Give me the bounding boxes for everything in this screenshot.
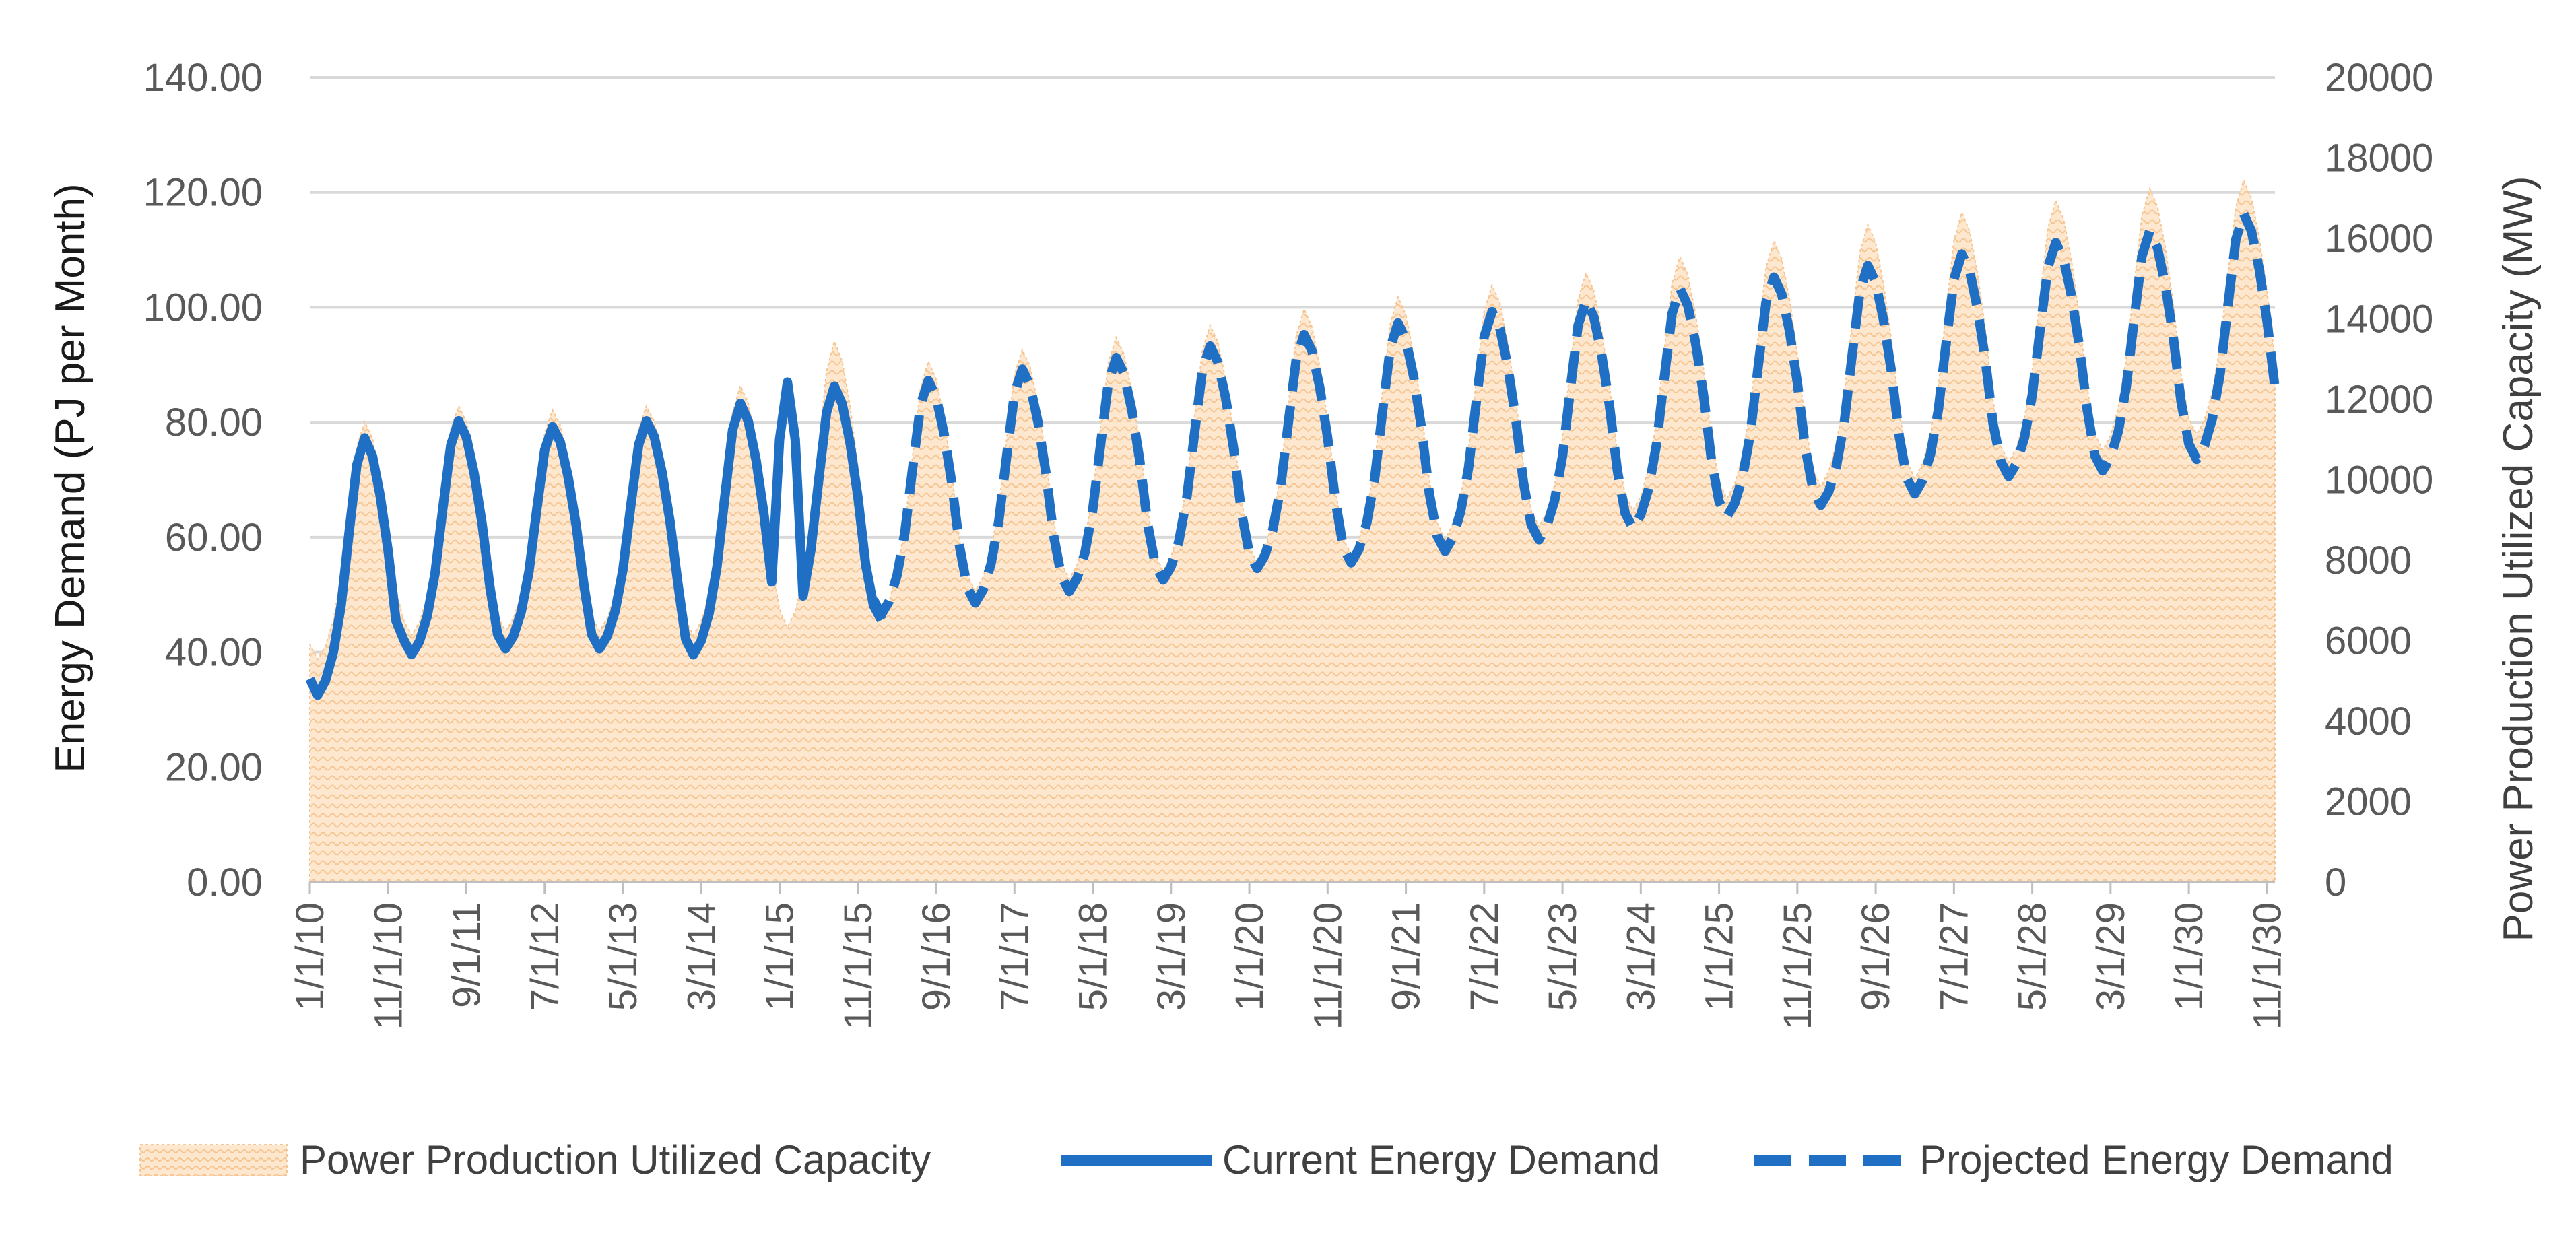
x-tick-label: 11/1/20: [1306, 902, 1350, 1030]
capacity-area: [309, 178, 2276, 883]
y-left-tick-label: 140.00: [143, 56, 263, 100]
x-tick-label: 5/1/23: [1541, 902, 1585, 1011]
x-axis-ticks: 1/1/10 11/1/10 9/1/11 7/1/12 5/1/13 3/1/14 1/1…: [288, 902, 2289, 1030]
x-tick-label: 1/1/15: [758, 902, 802, 1011]
x-tick-label: 11/1/25: [1776, 902, 1820, 1030]
y-right-tick-label: 0: [2325, 861, 2346, 904]
x-tick-label: 9/1/11: [445, 902, 489, 1008]
legend-label-current: Current Energy Demand: [1222, 1137, 1660, 1182]
x-tick-label: 7/1/27: [1932, 902, 1976, 1011]
y-right-tick-label: 6000: [2325, 619, 2412, 663]
legend-label-capacity: Power Production Utilized Capacity: [300, 1137, 931, 1182]
y-left-tick-label: 40.00: [165, 631, 263, 675]
x-tick-label: 3/1/19: [1150, 902, 1193, 1011]
x-tick-label: 5/1/13: [601, 902, 645, 1011]
y-right-tick-label: 14000: [2325, 298, 2433, 341]
y-left-tick-label: 0.00: [187, 861, 263, 904]
x-tick-label: 9/1/21: [1385, 902, 1428, 1011]
current-demand-line: [305, 377, 886, 700]
x-tick-label: 11/1/15: [836, 902, 880, 1030]
x-tick-label: 1/1/10: [288, 902, 332, 1011]
x-tick-label: 9/1/26: [1854, 902, 1898, 1011]
legend-swatch-capacity: [139, 1144, 288, 1176]
x-tick-label: 3/1/14: [680, 902, 723, 1011]
legend: Power Production Utilized Capacity Curre…: [139, 1137, 2393, 1182]
y-right-tick-label: 16000: [2325, 217, 2433, 261]
x-tick-label: 5/1/28: [2011, 902, 2055, 1011]
x-tick-label: 7/1/22: [1463, 902, 1507, 1011]
x-tick-label: 5/1/18: [1071, 902, 1115, 1011]
x-tick-label: 3/1/29: [2089, 902, 2133, 1011]
y-right-tick-label: 8000: [2325, 539, 2412, 582]
y-right-tick-label: 4000: [2325, 700, 2412, 743]
x-tick-label: 11/1/10: [366, 902, 410, 1030]
x-tick-label: 7/1/17: [993, 902, 1036, 1011]
y-left-tick-label: 20.00: [165, 745, 263, 789]
y-right-tick-label: 2000: [2325, 780, 2412, 824]
x-tick-label: 11/1/30: [2245, 902, 2289, 1030]
left-y-axis-ticks: 0.00 20.00 40.00 60.00 80.00 100.00 120.00 140.…: [143, 56, 263, 904]
right-y-axis-title: Power Production Utilized Capacity (MW): [2495, 176, 2542, 941]
axes-layer: [308, 881, 2275, 894]
capacity-area-layer: [309, 178, 2276, 883]
projected-demand-line: [869, 209, 2280, 619]
y-right-tick-label: 20000: [2325, 56, 2433, 100]
legend-label-projected: Projected Energy Demand: [1919, 1137, 2393, 1182]
x-tick-label: 1/1/25: [1698, 902, 1742, 1011]
x-tick-label: 9/1/16: [915, 902, 958, 1011]
x-tick-label: 1/1/30: [2167, 902, 2211, 1011]
y-right-tick-label: 10000: [2325, 459, 2433, 502]
x-tick-label: 3/1/24: [1619, 902, 1663, 1011]
x-tick-label: 7/1/12: [523, 902, 567, 1011]
x-tick-label: 1/1/20: [1228, 902, 1272, 1011]
y-left-tick-label: 100.00: [143, 285, 263, 329]
demand-lines-layer: [305, 209, 2280, 700]
y-right-tick-label: 18000: [2325, 137, 2433, 180]
y-left-tick-label: 60.00: [165, 516, 263, 560]
y-right-tick-label: 12000: [2325, 378, 2433, 422]
y-left-tick-label: 120.00: [143, 171, 263, 215]
left-y-axis-title: Energy Demand (PJ per Month): [47, 183, 94, 772]
right-y-axis-ticks: 0 2000 4000 6000 8000 10000 12000 14000 16000 180…: [2325, 56, 2433, 904]
y-left-tick-label: 80.00: [165, 401, 263, 444]
